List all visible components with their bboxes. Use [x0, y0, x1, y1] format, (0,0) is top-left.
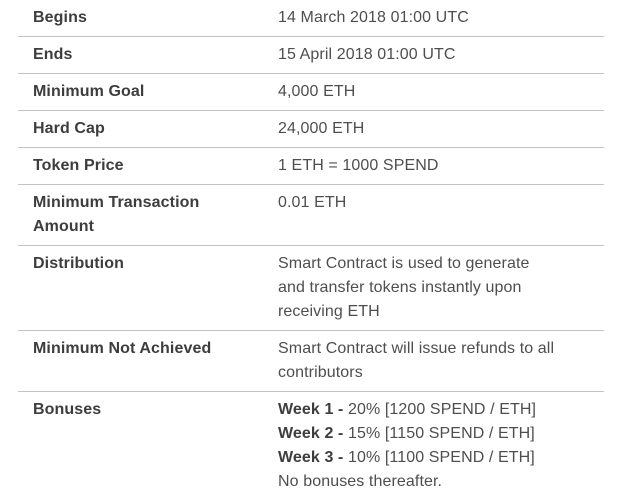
table-row: Minimum Goal 4,000 ETH — [18, 74, 604, 111]
value-line: 24,000 ETH — [278, 120, 365, 137]
table-row: Bonuses Week 1 - 20% [1200 SPEND / ETH] We… — [18, 392, 604, 498]
ico-details-table: Begins 14 March 2018 01:00 UTC Ends 15 Apri… — [18, 0, 604, 498]
value-line: No bonuses thereafter. — [278, 470, 584, 494]
value-line: 15 April 2018 01:00 UTC — [278, 46, 456, 63]
value-line: and transfer tokens instantly upon — [278, 279, 522, 296]
value-line: 4,000 ETH — [278, 83, 356, 100]
row-value: Week 1 - 20% [1200 SPEND / ETH] Week 2 - … — [278, 398, 604, 494]
value-line: Week 3 - 10% [1100 SPEND / ETH] — [278, 446, 584, 470]
row-value: 24,000 ETH — [278, 117, 604, 141]
table-row: Distribution Smart Contract is used to ge… — [18, 246, 604, 331]
row-label: Minimum Transaction Amount — [33, 194, 200, 235]
value-line-bold-prefix: Week 2 - — [278, 425, 348, 442]
row-label: Distribution — [33, 255, 124, 272]
row-value: Smart Contract will issue refunds to all… — [278, 337, 604, 385]
value-line: 14 March 2018 01:00 UTC — [278, 9, 469, 26]
row-label: Token Price — [33, 157, 124, 174]
value-line: receiving ETH — [278, 303, 380, 320]
row-value: 1 ETH = 1000 SPEND — [278, 154, 604, 178]
table-row: Hard Cap 24,000 ETH — [18, 111, 604, 148]
value-line-text: 10% [1100 SPEND / ETH] — [347, 449, 535, 466]
row-value: Smart Contract is used to generate and tr… — [278, 252, 604, 324]
table-row: Token Price 1 ETH = 1000 SPEND — [18, 148, 604, 185]
row-label: Hard Cap — [33, 120, 105, 137]
value-line: 1 ETH = 1000 SPEND — [278, 157, 439, 174]
value-line-text: No bonuses thereafter. — [278, 473, 443, 490]
row-label: Ends — [33, 46, 73, 63]
value-line: 0.01 ETH — [278, 194, 347, 211]
value-line: Week 2 - 15% [1150 SPEND / ETH] — [278, 422, 584, 446]
row-label: Begins — [33, 9, 87, 26]
row-value: 14 March 2018 01:00 UTC — [278, 6, 604, 30]
table-row: Ends 15 April 2018 01:00 UTC — [18, 37, 604, 74]
value-line: Week 1 - 20% [1200 SPEND / ETH] — [278, 398, 584, 422]
row-label: Minimum Not Achieved — [33, 340, 212, 357]
table-row: Begins 14 March 2018 01:00 UTC — [18, 0, 604, 37]
value-line: contributors — [278, 364, 363, 381]
value-line: Smart Contract will issue refunds to all — [278, 340, 555, 357]
value-line-text: 20% [1200 SPEND / ETH] — [347, 401, 537, 418]
value-line: Smart Contract is used to generate — [278, 255, 530, 272]
value-line-text: 15% [1150 SPEND / ETH] — [347, 425, 535, 442]
table-row: Minimum Not Achieved Smart Contract will … — [18, 331, 604, 392]
row-value: 0.01 ETH — [278, 191, 604, 215]
row-value: 15 April 2018 01:00 UTC — [278, 43, 604, 67]
row-label: Minimum Goal — [33, 83, 145, 100]
table-row: Minimum Transaction Amount 0.01 ETH — [18, 185, 604, 246]
row-label: Bonuses — [33, 401, 102, 418]
value-line-bold-prefix: Week 1 - — [278, 401, 348, 418]
row-value: 4,000 ETH — [278, 80, 604, 104]
value-line-bold-prefix: Week 3 - — [278, 449, 348, 466]
